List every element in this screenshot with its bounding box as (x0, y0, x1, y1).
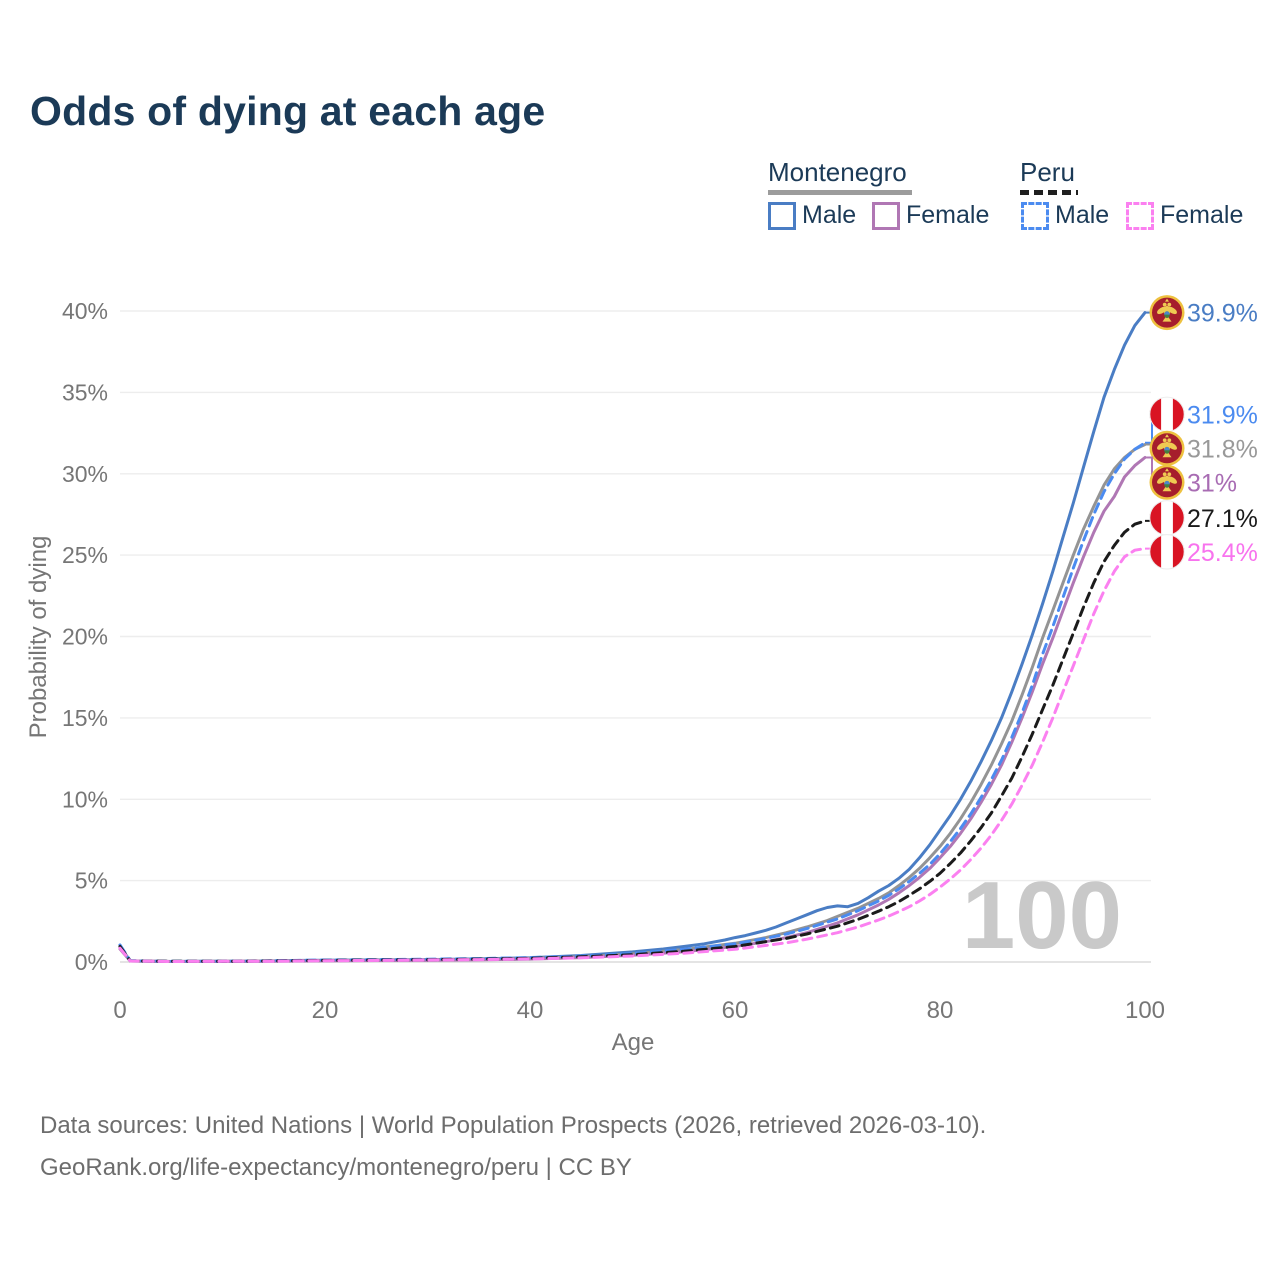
legend-swatch-peru-male-icon (1021, 201, 1049, 230)
legend-underline-montenegro (768, 190, 912, 195)
x-tick-label: 60 (722, 997, 749, 1024)
legend-item-label: Male (1055, 201, 1110, 229)
y-tick-label: 25% (62, 542, 108, 568)
x-tick-label: 80 (927, 997, 954, 1024)
end-value-label-peru-total: 27.1% (1187, 505, 1258, 533)
peru-flag-icon (1149, 396, 1185, 432)
footer-sources-line: Data sources: United Nations | World Pop… (40, 1112, 987, 1139)
peru-flag-icon (1149, 500, 1185, 536)
x-axis-title: Age (612, 1029, 655, 1056)
montenegro-flag-icon (1149, 295, 1185, 331)
x-tick-label: 20 (312, 997, 339, 1024)
legend-item-label: Male (802, 201, 857, 229)
y-tick-label: 15% (62, 705, 108, 731)
y-tick-label: 10% (62, 786, 108, 812)
y-tick-label: 30% (62, 461, 108, 487)
page-title: Odds of dying at each age (30, 88, 546, 134)
legend-group-montenegro-label: Montenegro (768, 157, 907, 187)
end-value-label-montenegro-total: 31.8% (1187, 435, 1258, 463)
legend-item-label: Female (906, 201, 990, 229)
legend-item-peru-male[interactable]: Male (1021, 201, 1109, 230)
x-tick-label: 40 (517, 997, 544, 1024)
legend-group-montenegro: Montenegro (768, 157, 907, 188)
y-axis-title: Probability of dying (25, 536, 52, 739)
peru-flag-icon (1149, 534, 1185, 570)
watermark: 100 (962, 862, 1122, 969)
end-value-label-montenegro-female: 31% (1187, 469, 1237, 497)
legend-swatch-peru-female-icon (1126, 201, 1154, 230)
legend-group-peru: Peru (1020, 157, 1075, 188)
end-value-label-peru-female: 25.4% (1187, 539, 1258, 567)
y-tick-label: 20% (62, 624, 108, 650)
y-tick-label: 0% (75, 949, 108, 975)
legend-swatch-montenegro-female-icon (872, 201, 900, 230)
series-line-peru-male[interactable] (118, 441, 1147, 963)
x-tick-label: 100 (1125, 997, 1165, 1024)
end-value-label-peru-male: 31.9% (1187, 401, 1258, 429)
y-tick-label: 5% (75, 868, 108, 894)
x-tick-label: 0 (113, 997, 126, 1024)
legend-underline-peru (1020, 190, 1078, 195)
legend-item-peru-female[interactable]: Female (1126, 201, 1243, 230)
series-line-peru-female[interactable] (118, 547, 1147, 963)
legend-group-peru-label: Peru (1020, 157, 1075, 187)
montenegro-flag-icon (1149, 464, 1185, 500)
footer-attribution-line: GeoRank.org/life-expectancy/montenegro/p… (40, 1154, 632, 1181)
y-tick-label: 35% (62, 379, 108, 405)
data-source-footer: Data sources: United Nations | World Pop… (40, 1105, 986, 1189)
legend-item-montenegro-female[interactable]: Female (872, 201, 989, 230)
legend-swatch-montenegro-male-icon (768, 201, 796, 230)
montenegro-flag-icon (1149, 430, 1185, 466)
legend-item-montenegro-male[interactable]: Male (768, 201, 856, 230)
y-tick-label: 40% (62, 298, 108, 324)
end-value-label-montenegro-male: 39.9% (1187, 300, 1258, 328)
legend-item-label: Female (1160, 201, 1244, 229)
